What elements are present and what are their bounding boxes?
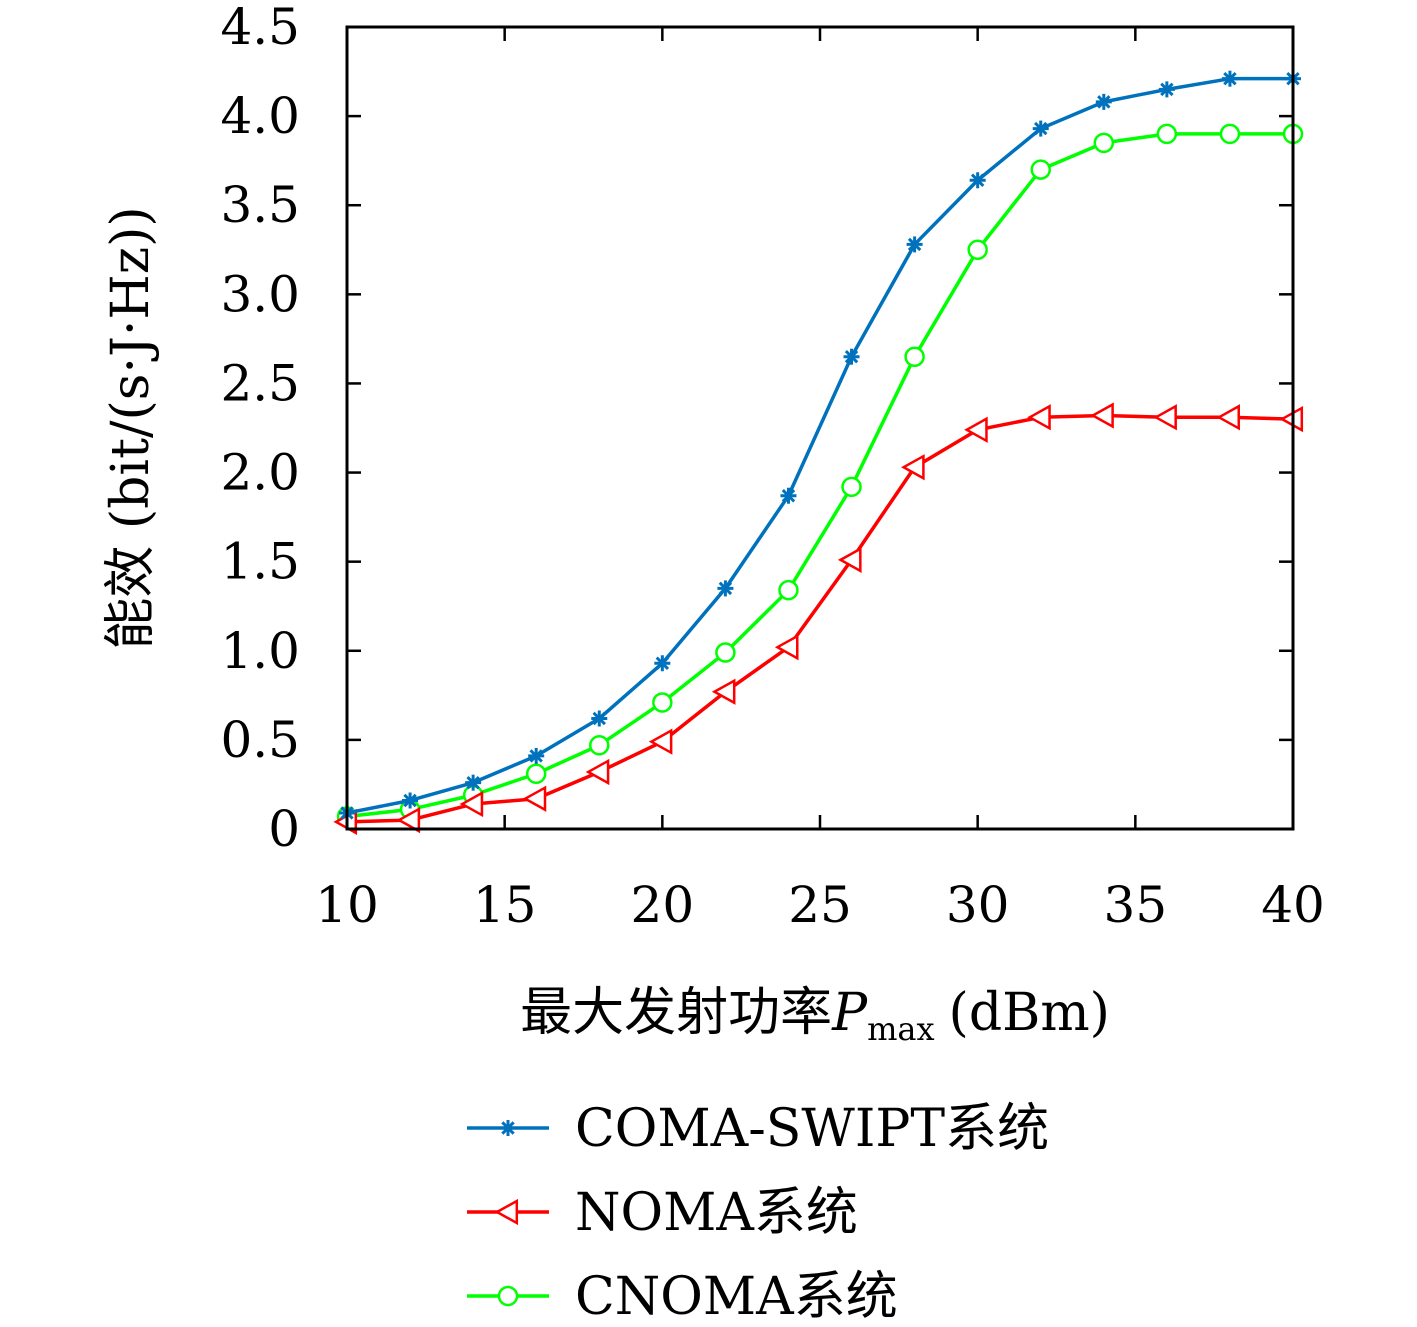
x-tick-label-6: 40 (1261, 876, 1325, 934)
series-0-point-9 (906, 236, 923, 253)
series-2-point-8 (841, 476, 862, 498)
series-2-point-5 (652, 692, 673, 713)
series-0-point-2 (465, 774, 482, 791)
series-0-point-14 (1221, 70, 1238, 87)
series-1-point-11 (1027, 404, 1051, 431)
x-tick-label-5: 35 (1104, 876, 1168, 934)
series-0-point-8 (843, 348, 860, 365)
x-axis-label-text: 最大发射功率 (520, 983, 832, 1043)
legend-label-2: CNOMA系统 (575, 1267, 898, 1327)
series-1-point-2 (459, 790, 484, 818)
series-2-point-7 (778, 579, 799, 601)
series-1 (333, 402, 1304, 835)
series-2-point-12 (1093, 132, 1115, 154)
x-axis-label: 最大发射功率Pmax (dBm) (520, 983, 1110, 1048)
series-2-point-13 (1156, 123, 1178, 145)
legend-item-0: COMA-SWIPT系统 (467, 1099, 1049, 1159)
series-0-point-1 (402, 792, 419, 809)
x-tick-label-0: 10 (315, 876, 379, 934)
series-0-point-11 (1032, 120, 1049, 137)
series-layer (333, 70, 1304, 835)
series-1-point-13 (1153, 404, 1177, 431)
series-1-point-12 (1090, 402, 1114, 429)
series-0-point-7 (780, 487, 797, 504)
series-2-point-9 (904, 346, 925, 367)
legend-label-1: NOMA系统 (575, 1183, 858, 1243)
series-0-point-13 (1158, 81, 1175, 98)
y-tick-label-2: 1.0 (220, 622, 300, 680)
x-axis-label-symbol: P (831, 983, 868, 1043)
x-axis-label-subscript: max (867, 1010, 934, 1048)
y-tick-label-3: 1.5 (220, 533, 300, 591)
series-1-point-9 (901, 454, 925, 481)
legend-label-0: COMA-SWIPT系统 (575, 1099, 1049, 1159)
series-0-point-4 (591, 710, 608, 727)
series-0-point-3 (528, 747, 545, 764)
legend-item-1: NOMA系统 (467, 1183, 858, 1243)
series-0-point-10 (969, 172, 986, 189)
series-1-point-3 (522, 785, 547, 812)
series-line-0 (346, 76, 1293, 815)
series-line-1 (346, 413, 1294, 824)
legend: COMA-SWIPT系统 NOMA系统 CNOMA系统 (467, 1099, 1049, 1327)
y-tick-label-4: 2.0 (220, 444, 300, 502)
y-tick-label-6: 3.0 (220, 265, 300, 323)
series-1-point-1 (396, 806, 421, 834)
series-1-point-7 (774, 634, 799, 661)
series-2-point-11 (1030, 159, 1051, 180)
series-0-point-12 (1095, 93, 1112, 110)
y-tick-label-0: 0 (268, 800, 300, 858)
series-0-point-6 (717, 580, 734, 597)
series-1-point-14 (1216, 404, 1240, 431)
series-1-point-8 (837, 546, 862, 574)
x-axis-label-unit: (dBm) (949, 983, 1110, 1043)
series-2-point-6 (715, 642, 736, 663)
series-1-point-6 (711, 678, 736, 705)
series-1-point-10 (964, 416, 988, 443)
legend-marker-0 (500, 1120, 516, 1136)
legend-item-2: CNOMA系统 (467, 1267, 898, 1327)
series-line-2 (346, 132, 1293, 819)
x-tick-label-4: 30 (946, 876, 1010, 934)
x-tick-label-2: 20 (631, 876, 695, 934)
series-2 (336, 123, 1304, 827)
y-tick-label-5: 2.5 (220, 354, 300, 412)
series-2-point-4 (589, 734, 610, 756)
series-0-point-5 (654, 655, 671, 672)
legend-marker-1 (494, 1198, 519, 1226)
legend-marker-2 (497, 1285, 519, 1307)
series-1-point-5 (648, 728, 673, 755)
series-1-point-4 (585, 758, 610, 786)
x-tick-label-3: 25 (788, 876, 852, 934)
ticks-layer: 10 15 20 25 30 35 40 0 0.5 1.0 1.5 2.0 2.5 3.0 3.5 4.0 4… (220, 0, 1324, 934)
x-tick-label-1: 15 (473, 876, 537, 934)
series-2-point-3 (525, 763, 547, 785)
y-tick-label-7: 3.5 (220, 176, 300, 234)
series-2-point-10 (967, 239, 988, 261)
series-0 (339, 70, 1301, 821)
y-axis-label: 能效 (bit/(s·J·Hz)) (101, 206, 161, 649)
y-tick-label-1: 0.5 (220, 711, 300, 769)
series-2-point-14 (1219, 123, 1241, 145)
y-tick-label-9: 4.5 (220, 0, 300, 56)
y-tick-label-8: 4.0 (220, 87, 300, 145)
